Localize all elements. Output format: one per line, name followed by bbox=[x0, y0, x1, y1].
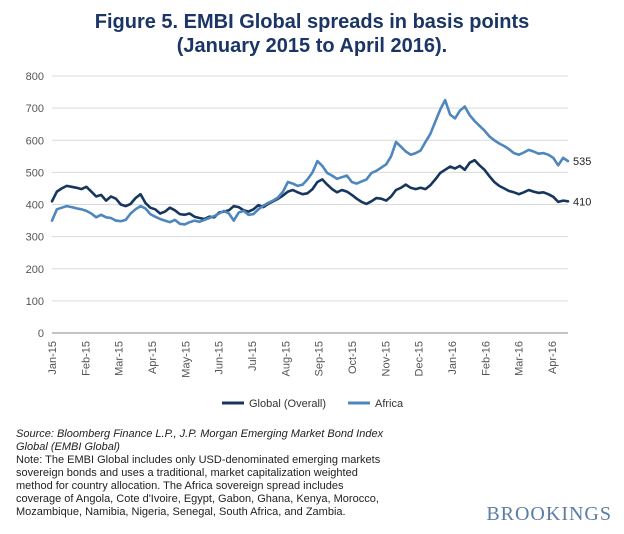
series-line-africa bbox=[50, 98, 570, 226]
x-tick-label: Dec-15 bbox=[414, 341, 426, 376]
chart-title: Figure 5. EMBI Global spreads in basis p… bbox=[0, 10, 624, 58]
chart-title-line-2: (January 2015 to April 2016). bbox=[176, 35, 448, 57]
gridlines bbox=[52, 75, 568, 302]
note-line-2: sovereign bonds and uses a traditional, … bbox=[16, 467, 358, 479]
note-line-4: coverage of Angola, Cote d'Ivoire, Egypt… bbox=[16, 493, 379, 505]
y-tick-label: 200 bbox=[26, 264, 44, 276]
legend: Global (Overall) Africa bbox=[222, 398, 404, 410]
x-tick-label: Oct-15 bbox=[347, 341, 359, 374]
y-tick-label: 500 bbox=[26, 167, 44, 179]
end-label-global: 410 bbox=[573, 196, 591, 208]
source-line-2: Global (EMBI Global) bbox=[16, 441, 120, 453]
x-tick-label: May-15 bbox=[180, 341, 192, 378]
y-tick-label: 0 bbox=[38, 328, 44, 340]
end-labels: 410 535 bbox=[573, 156, 591, 208]
x-tick-label: Feb-16 bbox=[480, 341, 492, 376]
x-tick-label: Jul-15 bbox=[247, 341, 259, 371]
legend-label-global: Global (Overall) bbox=[249, 398, 326, 410]
x-tick-labels: Jan-15 Feb-15 Mar-15 Apr-15 May-15 Jun-15 Jul-… bbox=[47, 341, 559, 378]
x-tick-label: Jan-15 bbox=[47, 341, 59, 375]
y-tick-label: 800 bbox=[26, 71, 44, 83]
notes-block: Source: Bloomberg Finance L.P., J.P. Mor… bbox=[16, 428, 456, 519]
x-tick-label: Jun-15 bbox=[214, 341, 226, 375]
x-tick-label: Mar-16 bbox=[514, 341, 526, 376]
y-tick-label: 100 bbox=[26, 296, 44, 308]
brookings-logo: BROOKINGS bbox=[486, 503, 612, 525]
x-tick-label: Aug-15 bbox=[280, 341, 292, 376]
note-line-3: method for country allocation. The Afric… bbox=[16, 480, 344, 492]
y-tick-label: 600 bbox=[26, 135, 44, 147]
x-tick-label: Apr-16 bbox=[547, 341, 559, 374]
y-tick-label: 400 bbox=[26, 200, 44, 212]
y-tick-label: 700 bbox=[26, 103, 44, 115]
x-tick-label: Apr-15 bbox=[147, 341, 159, 374]
note-line-5: Mozambique, Namibia, Nigeria, Senegal, S… bbox=[16, 506, 346, 518]
line-chart: 0 100 200 300 400 500 600 700 800 Jan-15 Feb-15 Ma… bbox=[26, 71, 592, 410]
note-line-1: Note: The EMBI Global includes only USD-… bbox=[16, 454, 381, 466]
chart-title-line-1: Figure 5. EMBI Global spreads in basis p… bbox=[94, 11, 530, 33]
x-tick-label: Nov-15 bbox=[380, 341, 392, 376]
x-tick-label: Mar-15 bbox=[114, 341, 126, 376]
x-tick-label: Jan-16 bbox=[447, 341, 459, 375]
y-tick-labels: 0 100 200 300 400 500 600 700 800 bbox=[26, 71, 44, 340]
series-line-global bbox=[50, 158, 570, 221]
y-tick-label: 300 bbox=[26, 232, 44, 244]
series-lines bbox=[50, 98, 570, 226]
legend-label-africa: Africa bbox=[375, 398, 404, 410]
source-line-1: Source: Bloomberg Finance L.P., J.P. Mor… bbox=[16, 428, 384, 440]
x-tick-label: Sep-15 bbox=[314, 341, 326, 376]
end-label-africa: 535 bbox=[573, 156, 591, 168]
x-tick-label: Feb-15 bbox=[80, 341, 92, 376]
